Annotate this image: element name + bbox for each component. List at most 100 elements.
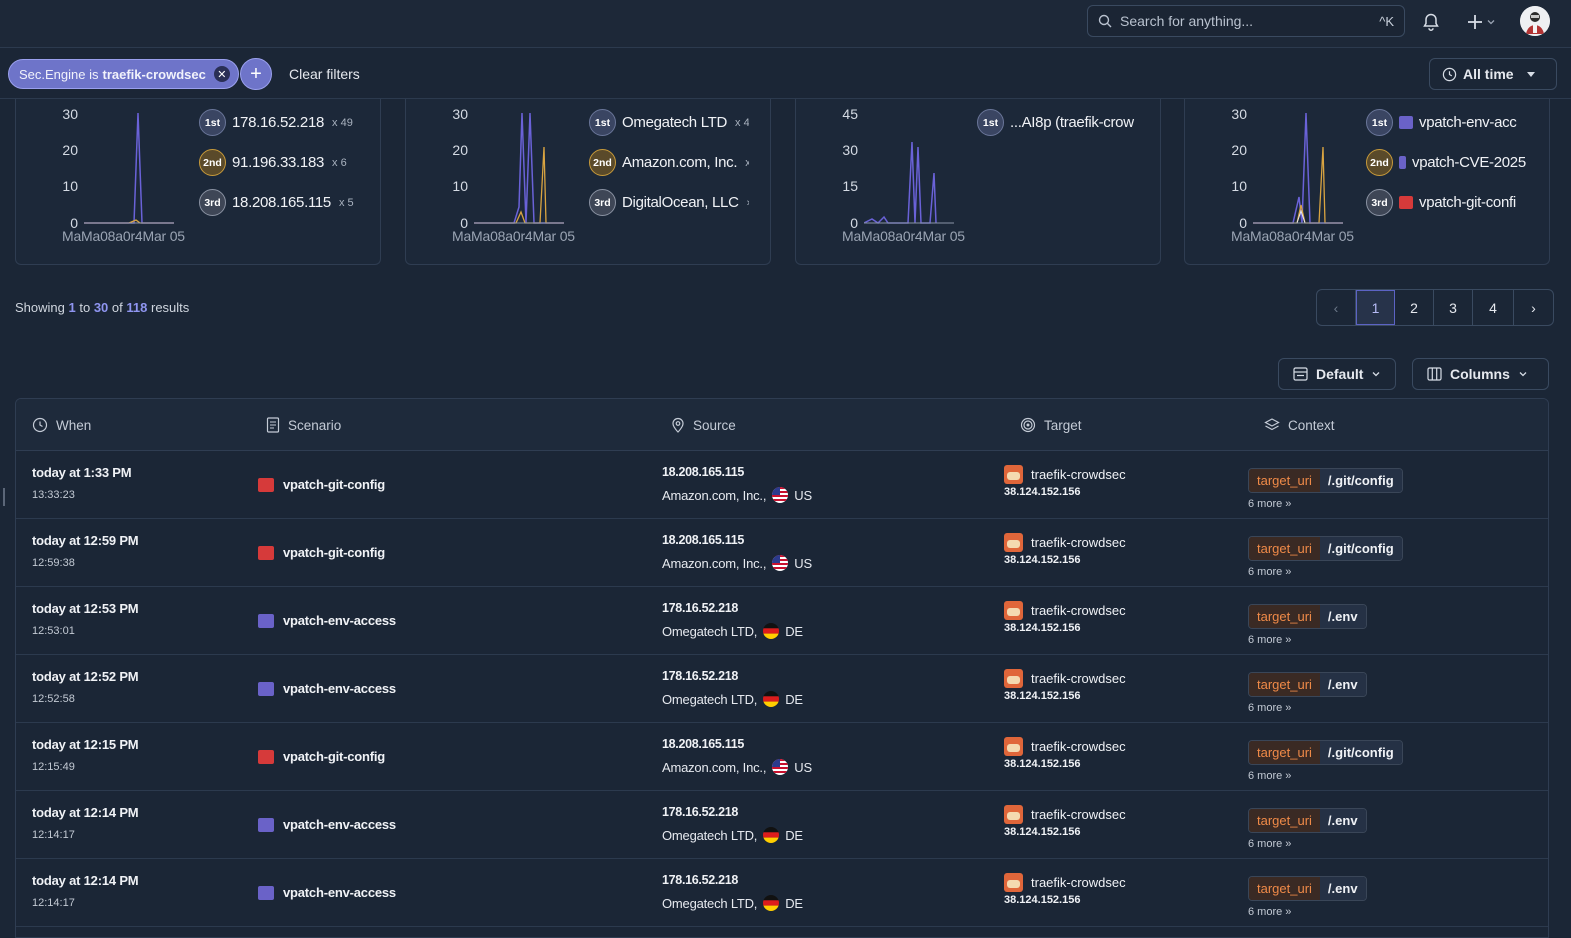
source-ip[interactable]: 178.16.52.218	[662, 601, 739, 615]
source-ip[interactable]: 18.208.165.115	[662, 533, 745, 547]
source-ip[interactable]: 18.208.165.115	[662, 737, 745, 751]
rank-item[interactable]: 3rd 18.208.165.115 x 5	[199, 189, 377, 216]
table-row[interactable]: today at 12:15 PM 12:15:49 vpatch-git-co…	[16, 723, 1548, 791]
context-tag[interactable]: target_uri /.env	[1248, 808, 1367, 833]
column-header-when[interactable]: When	[32, 417, 91, 433]
alert-when: today at 1:33 PM	[32, 465, 132, 480]
alert-scenario[interactable]: vpatch-env-access	[258, 681, 396, 696]
more-context-link[interactable]: 6 more »	[1248, 770, 1292, 782]
rank-count: x 6	[332, 156, 347, 169]
rank-item[interactable]: 1st Omegatech LTD x 4	[589, 109, 749, 136]
document-icon	[266, 417, 280, 433]
source-org: Omegatech LTD, DE	[662, 827, 803, 843]
y-tick: 30	[62, 106, 78, 122]
alert-target[interactable]: traefik-crowdsec 38.124.152.156	[1004, 601, 1126, 634]
rank-item[interactable]: 2nd Amazon.com, Inc. x	[589, 149, 749, 176]
flag-icon	[772, 555, 789, 571]
close-icon[interactable]: ✕	[213, 66, 230, 82]
column-header-target[interactable]: Target	[1020, 417, 1082, 433]
y-tick: 0	[70, 215, 78, 231]
time-range-select[interactable]: All time	[1429, 58, 1557, 90]
alert-scenario[interactable]: vpatch-env-access	[258, 817, 396, 832]
table-row[interactable]: today at 12:59 PM 12:59:38 vpatch-git-co…	[16, 519, 1548, 587]
page-button-3[interactable]: 3	[1434, 290, 1473, 325]
alert-scenario[interactable]: vpatch-git-config	[258, 477, 385, 492]
columns-button[interactable]: Columns	[1412, 358, 1549, 390]
more-context-link[interactable]: 6 more »	[1248, 906, 1292, 918]
filter-chip-value: traefik-crowdsec	[102, 66, 206, 82]
plus-icon: +	[250, 62, 262, 85]
flag-icon	[763, 895, 780, 911]
page-button-4[interactable]: 4	[1473, 290, 1514, 325]
alert-target[interactable]: traefik-crowdsec 38.124.152.156	[1004, 465, 1126, 498]
rank-badge: 3rd	[1366, 189, 1393, 216]
context-key: target_uri	[1249, 673, 1320, 696]
next-page-button[interactable]: ›	[1531, 299, 1536, 316]
context-key: target_uri	[1249, 809, 1320, 832]
rank-item[interactable]: 2nd 91.196.33.183 x 6	[199, 149, 377, 176]
column-label: Source	[693, 417, 736, 433]
alert-target[interactable]: traefik-crowdsec 38.124.152.156	[1004, 805, 1126, 838]
clear-filters-button[interactable]: Clear filters	[289, 66, 360, 82]
resize-handle[interactable]	[3, 488, 5, 506]
table-row[interactable]: today at 12:53 PM 12:53:01 vpatch-env-ac…	[16, 587, 1548, 655]
avatar[interactable]	[1520, 6, 1550, 36]
table-row[interactable]: today at 12:14 PM 12:14:17 vpatch-env-ac…	[16, 791, 1548, 859]
bell-icon[interactable]	[1417, 8, 1445, 36]
page-button-1[interactable]: 1	[1356, 290, 1395, 325]
table-row[interactable]: today at 1:33 PM 13:33:23 vpatch-git-con…	[16, 451, 1548, 519]
alert-target[interactable]: traefik-crowdsec 38.124.152.156	[1004, 669, 1126, 702]
add-filter-button[interactable]: +	[240, 58, 272, 90]
context-tag[interactable]: target_uri /.env	[1248, 672, 1367, 697]
default-view-button[interactable]: Default	[1278, 358, 1397, 390]
column-header-scenario[interactable]: Scenario	[266, 417, 341, 433]
alert-target[interactable]: traefik-crowdsec 38.124.152.156	[1004, 873, 1126, 906]
context-tag[interactable]: target_uri /.env	[1248, 604, 1367, 629]
more-context-link[interactable]: 6 more »	[1248, 634, 1292, 646]
add-menu-button[interactable]	[1462, 8, 1500, 36]
top-bar: Search for anything... ^K	[0, 0, 1571, 48]
filter-chip[interactable]: Sec.Engine is traefik-crowdsec ✕	[8, 59, 239, 89]
alert-scenario[interactable]: vpatch-git-config	[258, 749, 385, 764]
source-country: US	[794, 759, 812, 775]
alert-target[interactable]: traefik-crowdsec 38.124.152.156	[1004, 737, 1126, 770]
context-tag[interactable]: target_uri /.git/config	[1248, 468, 1403, 493]
column-header-source[interactable]: Source	[671, 417, 736, 433]
prev-page-button[interactable]: ‹	[1317, 290, 1356, 325]
source-ip[interactable]: 178.16.52.218	[662, 805, 739, 819]
rank-item[interactable]: 2nd vpatch-CVE-2025	[1366, 149, 1526, 176]
context-tag[interactable]: target_uri /.env	[1248, 876, 1367, 901]
alert-scenario[interactable]: vpatch-env-access	[258, 885, 396, 900]
context-key: target_uri	[1249, 537, 1320, 560]
table-row[interactable]: today at 12:52 PM 12:52:58 vpatch-env-ac…	[16, 655, 1548, 723]
more-context-link[interactable]: 6 more »	[1248, 838, 1292, 850]
series-line	[1253, 112, 1343, 224]
more-context-link[interactable]: 6 more »	[1248, 566, 1292, 578]
y-tick: 0	[1239, 215, 1247, 231]
y-tick: 45	[842, 106, 858, 122]
source-ip[interactable]: 178.16.52.218	[662, 873, 739, 887]
source-ip[interactable]: 178.16.52.218	[662, 669, 739, 683]
rank-item[interactable]: 3rd vpatch-git-confi	[1366, 189, 1526, 216]
rank-item[interactable]: 1st 178.16.52.218 x 49	[199, 109, 377, 136]
series-line	[864, 141, 937, 224]
column-header-context[interactable]: Context	[1264, 417, 1335, 433]
alert-scenario[interactable]: vpatch-git-config	[258, 545, 385, 560]
page-button-2[interactable]: 2	[1395, 290, 1434, 325]
table-row[interactable]: today at 12:14 PM 12:14:17 vpatch-env-ac…	[16, 859, 1548, 927]
context-tag[interactable]: target_uri /.git/config	[1248, 740, 1403, 765]
flag-icon	[772, 487, 789, 503]
rank-item[interactable]: 3rd DigitalOcean, LLC ›	[589, 189, 749, 216]
alert-scenario[interactable]: vpatch-env-access	[258, 613, 396, 628]
more-context-link[interactable]: 6 more »	[1248, 702, 1292, 714]
context-tag[interactable]: target_uri /.git/config	[1248, 536, 1403, 561]
more-context-link[interactable]: 6 more »	[1248, 498, 1292, 510]
rank-item[interactable]: 1st ...AI8p (traefik-crow	[977, 109, 1137, 136]
source-org-name: Omegatech LTD,	[662, 623, 758, 639]
source-ip[interactable]: 18.208.165.115	[662, 465, 745, 479]
alert-target[interactable]: traefik-crowdsec 38.124.152.156	[1004, 533, 1126, 566]
rank-item[interactable]: 1st vpatch-env-acc	[1366, 109, 1526, 136]
search-input[interactable]: Search for anything... ^K	[1087, 5, 1405, 37]
flag-icon	[763, 691, 780, 707]
alert-when: today at 12:14 PM	[32, 805, 139, 820]
